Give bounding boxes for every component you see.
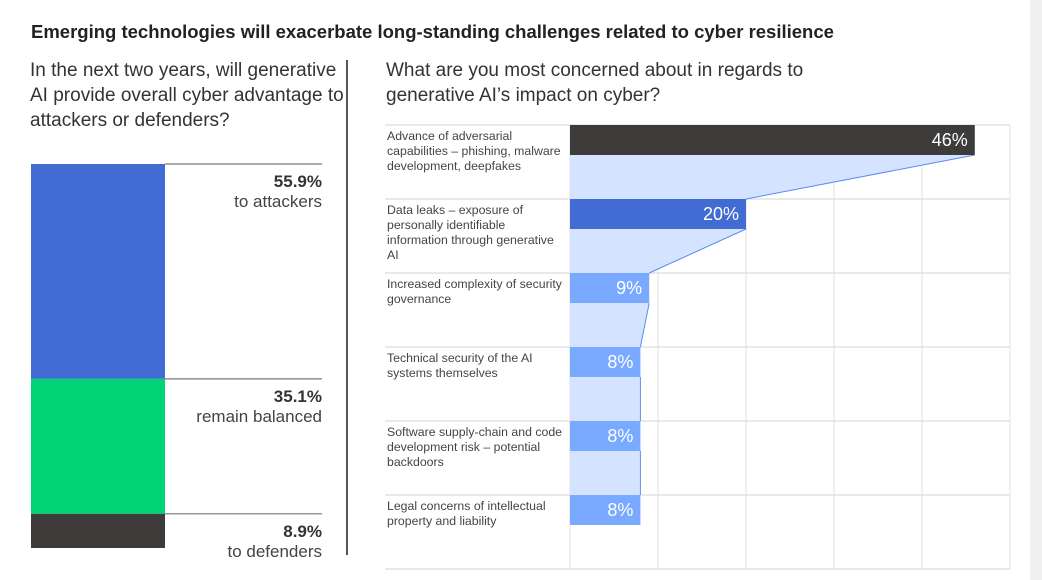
connector-0 bbox=[570, 155, 975, 199]
bar-value-label-2: 9% bbox=[616, 278, 642, 298]
segment-category: remain balanced bbox=[196, 406, 322, 426]
category-label-4: Software supply-chain and code developme… bbox=[387, 425, 562, 469]
page-edge bbox=[1030, 0, 1042, 580]
bar-0 bbox=[570, 125, 975, 155]
category-label-0: Advance of adversarial capabilities – ph… bbox=[387, 129, 561, 173]
bar-5 bbox=[570, 495, 641, 525]
page-title: Emerging technologies will exacerbate lo… bbox=[31, 21, 834, 42]
segment-value: 8.9% bbox=[283, 521, 322, 541]
segment-category: to defenders bbox=[227, 541, 322, 561]
category-label-5: Legal concerns of intellectual property … bbox=[387, 499, 546, 528]
stacked-segment-2 bbox=[31, 513, 165, 548]
segment-label-2: 8.9% to defenders bbox=[227, 522, 322, 562]
bar-value-label-0: 46% bbox=[932, 130, 968, 150]
connector-4 bbox=[570, 451, 641, 495]
bar-3 bbox=[570, 347, 641, 377]
connector-1 bbox=[570, 229, 746, 273]
segment-label-0: 55.9% to attackers bbox=[234, 172, 322, 212]
connector-3 bbox=[570, 377, 641, 421]
left-chart-question: In the next two years, will generative A… bbox=[30, 60, 344, 131]
stacked-segment-0 bbox=[31, 164, 165, 379]
bar-1 bbox=[570, 199, 746, 229]
stacked-segment-1 bbox=[31, 378, 165, 514]
category-label-1: Data leaks – exposure of personally iden… bbox=[387, 203, 554, 262]
bar-value-label-5: 8% bbox=[607, 500, 633, 520]
connector-2 bbox=[570, 303, 650, 347]
bar-value-label-1: 20% bbox=[703, 204, 739, 224]
category-label-2: Increased complexity of security governa… bbox=[387, 277, 562, 306]
right-chart-question: What are you most concerned about in reg… bbox=[386, 60, 804, 106]
segment-value: 35.1% bbox=[273, 386, 322, 406]
bar-value-label-3: 8% bbox=[607, 352, 633, 372]
segment-label-1: 35.1% remain balanced bbox=[196, 387, 322, 427]
divider bbox=[346, 60, 348, 555]
segment-category: to attackers bbox=[234, 192, 322, 211]
bar-2 bbox=[570, 273, 650, 303]
bar-4 bbox=[570, 421, 641, 451]
connector-edge-2 bbox=[639, 302, 650, 348]
connector-edge-1 bbox=[648, 228, 747, 274]
segment-value: 55.9% bbox=[273, 172, 322, 191]
bar-value-label-4: 8% bbox=[607, 426, 633, 446]
category-label-3: Technical security of the AI systems the… bbox=[387, 351, 533, 380]
connector-edge-0 bbox=[745, 154, 975, 200]
